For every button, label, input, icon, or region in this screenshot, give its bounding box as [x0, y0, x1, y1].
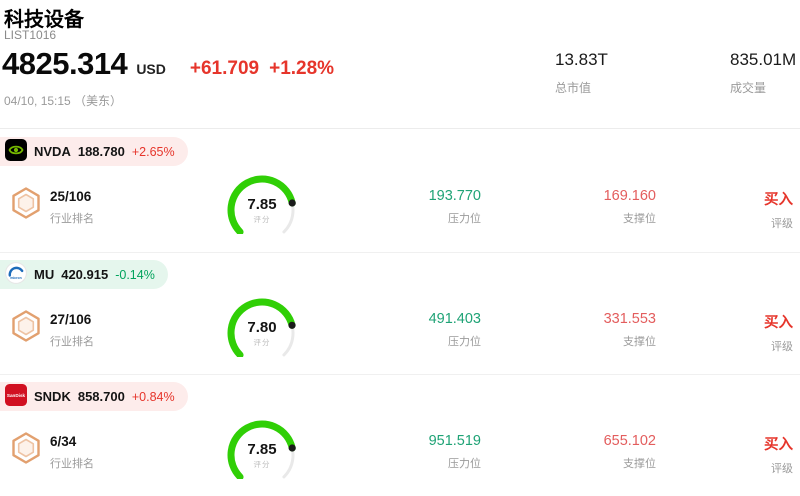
stock-change-pct: +0.84%: [131, 389, 175, 404]
stock-row-mu[interactable]: micron MU 420.915 -0.14% 27/106 行业排名 7.8…: [0, 252, 800, 374]
stock-price: 858.700: [77, 389, 125, 404]
pressure-col: 491.403 压力位: [429, 311, 481, 349]
score-value: 7.85: [247, 441, 277, 458]
pressure-value: 193.770: [428, 188, 481, 204]
micron-logo-icon: micron: [5, 262, 27, 287]
svg-text:SanDisk: SanDisk: [7, 393, 26, 398]
rating-value[interactable]: 买入: [764, 437, 793, 453]
score-gauge: 7.85 评分: [216, 170, 308, 234]
rank-label: 行业排名: [50, 458, 94, 470]
stock-row-nvda[interactable]: NVDA 188.780 +2.65% 25/106 行业排名 7.85 评分 …: [0, 130, 800, 252]
support-col: 169.160 支撑位: [604, 188, 656, 226]
rank-badge-icon: [9, 309, 43, 343]
rating-col[interactable]: 买入 评级: [764, 188, 793, 231]
sandisk-logo-icon: SanDisk: [5, 384, 27, 409]
support-value: 655.102: [603, 433, 656, 449]
score-value: 7.80: [247, 319, 277, 336]
rating-value[interactable]: 买入: [764, 192, 793, 208]
pressure-value: 951.519: [428, 433, 481, 449]
pressure-col: 951.519 压力位: [429, 433, 481, 471]
rating-label: 评级: [771, 463, 793, 475]
volume-value: 835.01M: [730, 50, 797, 69]
pressure-label: 压力位: [448, 336, 481, 348]
nvda-logo-icon: [5, 139, 27, 164]
pressure-col: 193.770 压力位: [429, 188, 481, 226]
volume-stat: 835.01M 成交量: [730, 50, 796, 96]
rating-col[interactable]: 买入 评级: [764, 433, 793, 476]
market-cap-stat: 13.83T 总市值: [555, 50, 608, 96]
index-price-line: 4825.314 USD +61.709 +1.28%: [2, 46, 334, 82]
score-label: 评分: [253, 215, 271, 224]
index-price: 4825.314: [2, 46, 128, 81]
page-title: 科技设备: [4, 9, 84, 31]
rank-label: 行业排名: [50, 213, 94, 225]
market-cap-value: 13.83T: [555, 50, 608, 69]
market-cap-label: 总市值: [555, 81, 592, 95]
stock-symbol: NVDA: [34, 144, 71, 159]
stock-symbol: SNDK: [34, 389, 71, 404]
list-id: LIST1016: [4, 28, 57, 42]
support-label: 支撑位: [623, 213, 656, 225]
support-col: 331.553 支撑位: [604, 311, 656, 349]
score-gauge: 7.85 评分: [216, 415, 308, 479]
index-change: +61.709: [189, 58, 260, 79]
rating-label: 评级: [771, 341, 793, 353]
pressure-label: 压力位: [448, 458, 481, 470]
score-gauge: 7.80 评分: [216, 293, 308, 357]
support-value: 169.160: [603, 188, 656, 204]
stock-price: 188.780: [77, 144, 125, 159]
header-divider: [0, 128, 800, 129]
stock-pill[interactable]: micron MU 420.915 -0.14%: [0, 260, 168, 289]
pressure-label: 压力位: [448, 213, 481, 225]
stock-row-sndk[interactable]: SanDisk SNDK 858.700 +0.84% 6/34 行业排名 7.…: [0, 374, 800, 496]
rank-badge-icon: [9, 186, 43, 220]
stock-price: 420.915: [61, 267, 109, 282]
rating-label: 评级: [771, 218, 793, 230]
score-value: 7.85: [247, 196, 277, 213]
rating-value[interactable]: 买入: [764, 315, 793, 331]
rank-badge-icon: [9, 431, 43, 465]
pressure-value: 491.403: [428, 311, 481, 327]
rating-col[interactable]: 买入 评级: [764, 311, 793, 354]
score-label: 评分: [253, 460, 271, 469]
stock-symbol: MU: [34, 267, 55, 282]
support-value: 331.553: [603, 311, 656, 327]
currency-label: USD: [136, 61, 166, 77]
stock-pill[interactable]: SanDisk SNDK 858.700 +0.84%: [0, 382, 188, 411]
rank-label: 行业排名: [50, 336, 94, 348]
score-label: 评分: [253, 338, 271, 347]
stock-pill[interactable]: NVDA 188.780 +2.65%: [0, 137, 188, 166]
quote-datetime: 04/10, 15:15 （美东）: [4, 94, 123, 108]
volume-label: 成交量: [730, 81, 767, 95]
support-col: 655.102 支撑位: [604, 433, 656, 471]
support-label: 支撑位: [623, 336, 656, 348]
stock-change-pct: -0.14%: [115, 267, 155, 282]
rank-value: 27/106: [50, 312, 92, 327]
index-change-pct: +1.28%: [269, 58, 335, 79]
rank-value: 25/106: [50, 189, 92, 204]
svg-text:micron: micron: [10, 276, 21, 280]
rank-value: 6/34: [50, 434, 77, 449]
stock-change-pct: +2.65%: [131, 144, 175, 159]
support-label: 支撑位: [623, 458, 656, 470]
